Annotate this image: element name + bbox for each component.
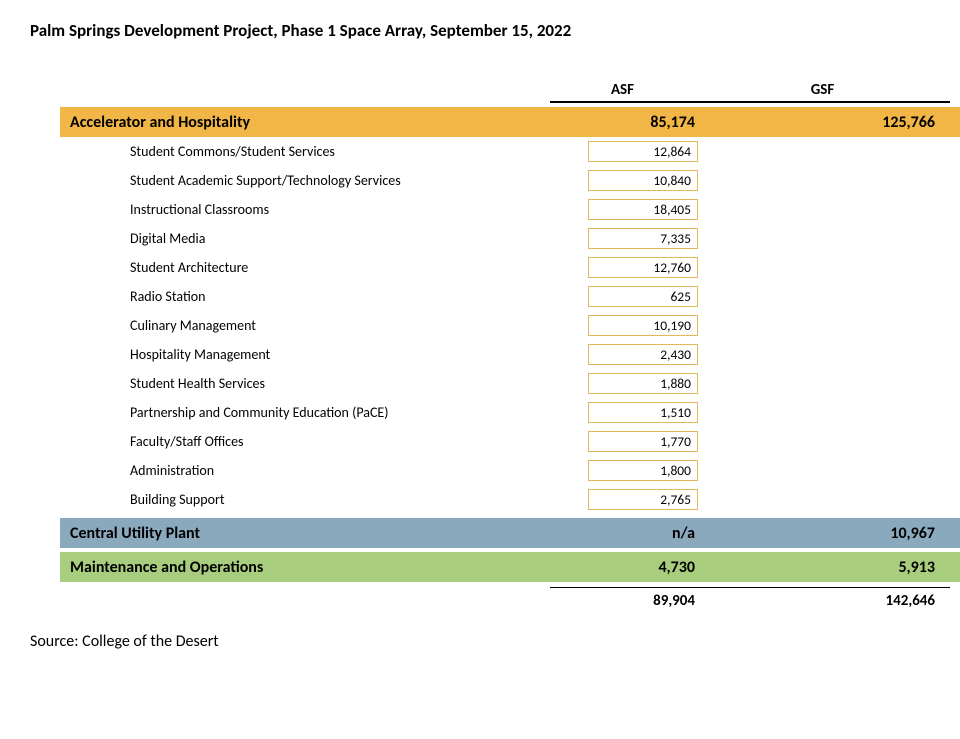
totals-row: 89,904 142,646 [60, 582, 960, 614]
detail-row: Student Commons/Student Services 12,864 [60, 137, 960, 166]
section-gsf: 5,913 [710, 558, 950, 577]
detail-row: Digital Media 7,335 [60, 224, 960, 253]
detail-asf-value: 12,864 [588, 141, 698, 162]
detail-asf-value: 2,430 [588, 344, 698, 365]
detail-label: Faculty/Staff Offices [60, 433, 550, 450]
section-label: Maintenance and Operations [60, 558, 550, 577]
totals-gsf: 142,646 [710, 587, 950, 610]
detail-row: Building Support 2,765 [60, 485, 960, 514]
detail-label: Student Architecture [60, 259, 550, 276]
detail-row: Culinary Management 10,190 [60, 311, 960, 340]
detail-label: Student Academic Support/Technology Serv… [60, 172, 550, 189]
detail-asf-value: 1,800 [588, 460, 698, 481]
detail-asf-cell: 1,770 [550, 431, 710, 452]
source-line: Source: College of the Desert [30, 632, 930, 651]
detail-label: Student Health Services [60, 375, 550, 392]
detail-label: Radio Station [60, 288, 550, 305]
header-gsf: GSF [710, 81, 950, 103]
detail-label: Building Support [60, 491, 550, 508]
section-gsf: 125,766 [710, 113, 950, 132]
detail-asf-cell: 10,840 [550, 170, 710, 191]
section-row: Maintenance and Operations4,7305,913 [60, 552, 960, 582]
detail-label: Digital Media [60, 230, 550, 247]
detail-asf-cell: 1,880 [550, 373, 710, 394]
detail-label: Administration [60, 462, 550, 479]
space-array-table: ASF GSF Accelerator and Hospitality85,17… [60, 81, 960, 614]
detail-label: Partnership and Community Education (PaC… [60, 404, 550, 421]
section-row: Central Utility Plantn/a10,967 [60, 518, 960, 548]
detail-asf-value: 18,405 [588, 199, 698, 220]
column-header-row: ASF GSF [60, 81, 960, 103]
page-title: Palm Springs Development Project, Phase … [30, 20, 930, 41]
detail-asf-value: 1,770 [588, 431, 698, 452]
detail-asf-cell: 12,864 [550, 141, 710, 162]
detail-asf-value: 1,880 [588, 373, 698, 394]
detail-asf-cell: 7,335 [550, 228, 710, 249]
section-label: Central Utility Plant [60, 524, 550, 543]
detail-asf-value: 2,765 [588, 489, 698, 510]
detail-row: Instructional Classrooms 18,405 [60, 195, 960, 224]
detail-label: Hospitality Management [60, 346, 550, 363]
section-asf: 85,174 [550, 113, 710, 132]
section-row: Accelerator and Hospitality85,174125,766 [60, 107, 960, 137]
detail-row: Faculty/Staff Offices 1,770 [60, 427, 960, 456]
detail-asf-value: 10,190 [588, 315, 698, 336]
detail-row: Student Academic Support/Technology Serv… [60, 166, 960, 195]
detail-asf-value: 1,510 [588, 402, 698, 423]
detail-row: Hospitality Management 2,430 [60, 340, 960, 369]
section-asf: 4,730 [550, 558, 710, 577]
detail-row: Partnership and Community Education (PaC… [60, 398, 960, 427]
detail-asf-value: 625 [588, 286, 698, 307]
section-asf: n/a [550, 524, 710, 543]
section-label: Accelerator and Hospitality [60, 113, 550, 132]
detail-asf-cell: 2,430 [550, 344, 710, 365]
detail-asf-value: 10,840 [588, 170, 698, 191]
detail-asf-cell: 18,405 [550, 199, 710, 220]
detail-label: Culinary Management [60, 317, 550, 334]
detail-asf-value: 7,335 [588, 228, 698, 249]
detail-asf-cell: 625 [550, 286, 710, 307]
detail-asf-value: 12,760 [588, 257, 698, 278]
detail-row: Student Health Services 1,880 [60, 369, 960, 398]
detail-label: Instructional Classrooms [60, 201, 550, 218]
detail-asf-cell: 12,760 [550, 257, 710, 278]
detail-row: Student Architecture 12,760 [60, 253, 960, 282]
section-gsf: 10,967 [710, 524, 950, 543]
detail-asf-cell: 1,800 [550, 460, 710, 481]
detail-asf-cell: 10,190 [550, 315, 710, 336]
detail-label: Student Commons/Student Services [60, 143, 550, 160]
detail-row: Administration 1,800 [60, 456, 960, 485]
totals-asf: 89,904 [550, 587, 710, 610]
detail-asf-cell: 2,765 [550, 489, 710, 510]
header-asf: ASF [550, 81, 710, 103]
detail-asf-cell: 1,510 [550, 402, 710, 423]
detail-row: Radio Station 625 [60, 282, 960, 311]
